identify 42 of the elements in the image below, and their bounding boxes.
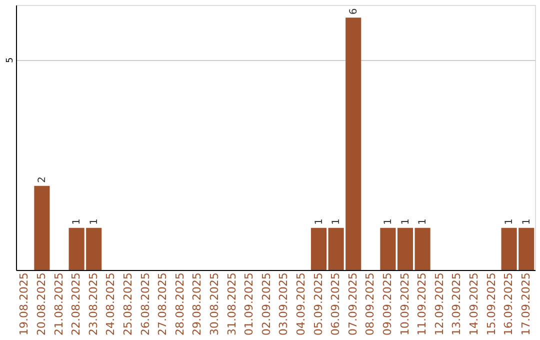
data-label: 6 <box>348 8 360 15</box>
data-label: 1 <box>400 218 412 225</box>
x-tick-label: 14.09.2025 <box>467 272 480 336</box>
y-tick-label: 5 <box>6 57 16 64</box>
x-tick-label: 04.09.2025 <box>294 272 308 336</box>
x-tick-label: 10.09.2025 <box>398 272 412 336</box>
data-label: 1 <box>88 218 100 225</box>
data-label: 1 <box>72 218 83 225</box>
x-tick-label: 01.09.2025 <box>242 272 256 336</box>
x-tick-label: 31.08.2025 <box>225 272 238 336</box>
x-tick-label: 07.09.2025 <box>346 272 360 336</box>
x-tick-label: 24.08.2025 <box>104 272 118 336</box>
x-tick-label: 11.09.2025 <box>416 272 429 336</box>
x-tick-label: 26.08.2025 <box>138 272 152 336</box>
data-label: 1 <box>314 218 325 225</box>
data-label: 1 <box>331 218 342 225</box>
x-tick-label: 12.09.2025 <box>432 272 446 336</box>
data-label: 1 <box>382 218 394 225</box>
data-label: 1 <box>504 218 516 225</box>
x-tick-label: 09.09.2025 <box>380 272 394 336</box>
x-tick-label: 30.08.2025 <box>208 272 221 336</box>
data-label: 1 <box>418 218 429 225</box>
x-tick-label: 29.08.2025 <box>190 272 204 336</box>
x-tick-label: 08.09.2025 <box>364 272 377 336</box>
x-tick-label: 17.09.2025 <box>519 272 532 336</box>
x-tick-label: 19.08.2025 <box>18 272 31 336</box>
data-label: 1 <box>521 218 532 225</box>
x-tick-label: 03.09.2025 <box>277 272 290 336</box>
x-tick-label: 20.08.2025 <box>34 272 48 336</box>
x-tick-label: 16.09.2025 <box>502 272 516 336</box>
x-tick-label: 28.08.2025 <box>173 272 186 336</box>
x-tick-label: 23.08.2025 <box>86 272 100 336</box>
x-tick-label: 06.09.2025 <box>329 272 342 336</box>
x-tick-label: 05.09.2025 <box>312 272 325 336</box>
data-label: 2 <box>36 176 48 183</box>
x-tick-label: 15.09.2025 <box>484 272 498 336</box>
x-tick-label: 25.08.2025 <box>121 272 134 336</box>
x-tick-label: 21.08.2025 <box>52 272 66 336</box>
x-tick-label: 22.08.2025 <box>70 272 83 336</box>
x-tick-label: 27.08.2025 <box>156 272 170 336</box>
x-tick-label: 02.09.2025 <box>260 272 273 336</box>
x-tick-label: 13.09.2025 <box>450 272 464 336</box>
